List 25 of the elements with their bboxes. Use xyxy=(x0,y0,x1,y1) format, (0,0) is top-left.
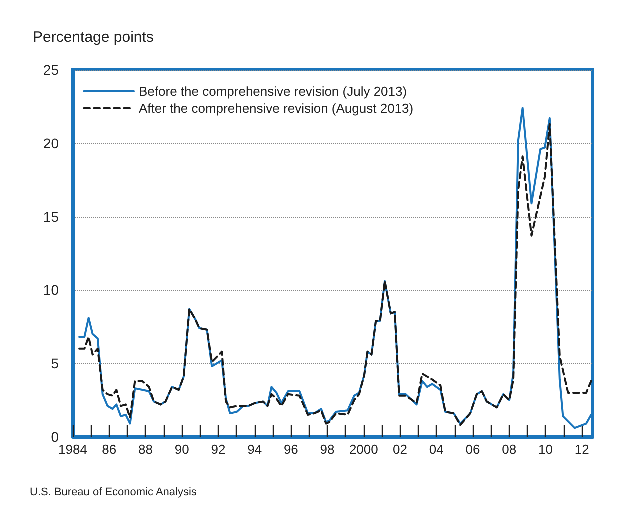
x-tick-label: 96 xyxy=(284,442,298,457)
y-tick-label: 5 xyxy=(51,356,60,372)
x-tick-label: 90 xyxy=(174,442,190,457)
x-tick-label: 02 xyxy=(393,442,408,457)
x-tick-label: 86 xyxy=(102,442,117,457)
x-tick-label: 12 xyxy=(574,442,590,457)
y-tick-label: 20 xyxy=(43,135,60,152)
x-tick-label: 94 xyxy=(248,442,262,457)
x-tick-label: 08 xyxy=(502,442,517,457)
x-tick-label: 92 xyxy=(211,442,226,457)
y-tick-label: 25 xyxy=(43,62,60,78)
x-tick-label: 88 xyxy=(138,442,153,457)
y-tick-label: 0 xyxy=(51,429,60,445)
x-tick-label: 10 xyxy=(538,442,553,457)
y-tick-label: 10 xyxy=(43,282,60,298)
x-tick-label: 04 xyxy=(429,442,444,457)
legend-label: After the comprehensive revision (August 2013) xyxy=(139,101,414,116)
y-tick-label: 15 xyxy=(43,208,60,225)
x-tick-label: 98 xyxy=(320,442,335,457)
x-tick-label: 06 xyxy=(466,442,480,457)
y-axis-title: Percentage points xyxy=(33,29,154,46)
legend-label: Before the comprehensive revision (July 2013) xyxy=(139,84,408,99)
x-tick-label: 1984 xyxy=(58,442,88,457)
x-tick-label: 2000 xyxy=(349,442,378,457)
text: U.S. Bureau of Economic Analysis xyxy=(30,486,198,498)
